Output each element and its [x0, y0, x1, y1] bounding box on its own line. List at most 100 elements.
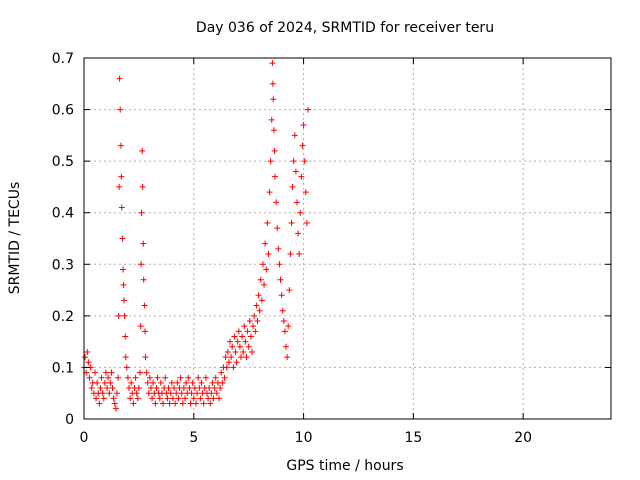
data-point [96, 400, 103, 407]
data-point [227, 338, 234, 345]
y-tick-label: 0.7 [52, 51, 74, 67]
data-point [139, 183, 146, 190]
data-point [287, 250, 294, 257]
data-point [304, 106, 311, 113]
data-point [118, 173, 125, 180]
y-tick-label: 0.3 [52, 257, 74, 273]
data-point [258, 297, 265, 304]
data-point [232, 348, 239, 355]
data-point [291, 132, 298, 139]
data-point [212, 374, 219, 381]
x-tick-label: 0 [80, 430, 89, 446]
data-point [298, 173, 305, 180]
data-point [272, 173, 279, 180]
data-point [251, 312, 258, 319]
data-point [283, 343, 290, 350]
data-point [128, 379, 135, 386]
data-points [81, 60, 311, 412]
data-point [112, 405, 119, 412]
grid-lines [84, 58, 611, 419]
data-point [229, 343, 236, 350]
data-point [169, 395, 176, 402]
data-point [196, 385, 203, 392]
data-point [145, 390, 152, 397]
data-point [127, 395, 134, 402]
data-point [230, 364, 237, 371]
data-point [211, 385, 218, 392]
data-point [205, 395, 212, 402]
data-point [222, 354, 229, 361]
data-point [167, 390, 174, 397]
data-point [124, 374, 131, 381]
data-point [165, 385, 172, 392]
data-point [277, 276, 284, 283]
data-point [188, 390, 195, 397]
axis-ticks [83, 57, 611, 420]
data-point [101, 379, 108, 386]
data-point [270, 96, 277, 103]
data-point [140, 240, 147, 247]
y-tick-label: 0.4 [52, 206, 74, 222]
data-point [288, 220, 295, 227]
data-point [208, 390, 215, 397]
data-point [293, 199, 300, 206]
data-point [117, 142, 124, 149]
chart-title: Day 036 of 2024, SRMTID for receiver ter… [196, 20, 494, 36]
x-tick-label: 10 [295, 430, 313, 446]
data-point [269, 80, 276, 87]
data-point [189, 379, 196, 386]
data-point [107, 379, 114, 386]
data-point [152, 400, 159, 407]
data-point [303, 220, 310, 227]
data-point [195, 374, 202, 381]
data-point [178, 390, 185, 397]
data-point [117, 106, 124, 113]
data-point [116, 75, 123, 82]
data-point [267, 158, 274, 165]
data-point [123, 364, 130, 371]
data-point [269, 60, 276, 67]
data-point [154, 374, 161, 381]
data-point [113, 390, 120, 397]
data-point [244, 328, 251, 335]
data-point [150, 379, 157, 386]
data-point [197, 395, 204, 402]
x-tick-label: 20 [514, 430, 532, 446]
data-point [296, 250, 303, 257]
data-point [278, 292, 285, 299]
data-point [126, 385, 133, 392]
data-point [262, 240, 269, 247]
data-point [153, 385, 160, 392]
data-point [102, 369, 109, 376]
data-point [149, 395, 156, 402]
data-point [299, 142, 306, 149]
data-point [98, 374, 105, 381]
data-point [255, 292, 262, 299]
data-point [252, 328, 259, 335]
data-point [224, 348, 231, 355]
data-point [243, 354, 250, 361]
data-point [198, 379, 205, 386]
data-point [122, 333, 129, 340]
data-point [300, 122, 307, 129]
x-axis-label: GPS time / hours [286, 458, 403, 474]
data-point [241, 323, 248, 330]
data-point [137, 323, 144, 330]
data-point [136, 369, 143, 376]
data-point [259, 261, 266, 268]
data-point [84, 348, 91, 355]
data-point [275, 245, 282, 252]
data-point [142, 328, 149, 335]
y-tick-label: 0.2 [52, 309, 74, 325]
data-point [247, 333, 254, 340]
data-point [134, 395, 141, 402]
data-point [177, 374, 184, 381]
data-point [115, 312, 122, 319]
data-point [119, 235, 126, 242]
data-point [281, 328, 288, 335]
data-point [111, 400, 118, 407]
data-point [116, 183, 123, 190]
data-point [146, 374, 153, 381]
x-tick-label: 15 [404, 430, 422, 446]
data-point [141, 302, 148, 309]
